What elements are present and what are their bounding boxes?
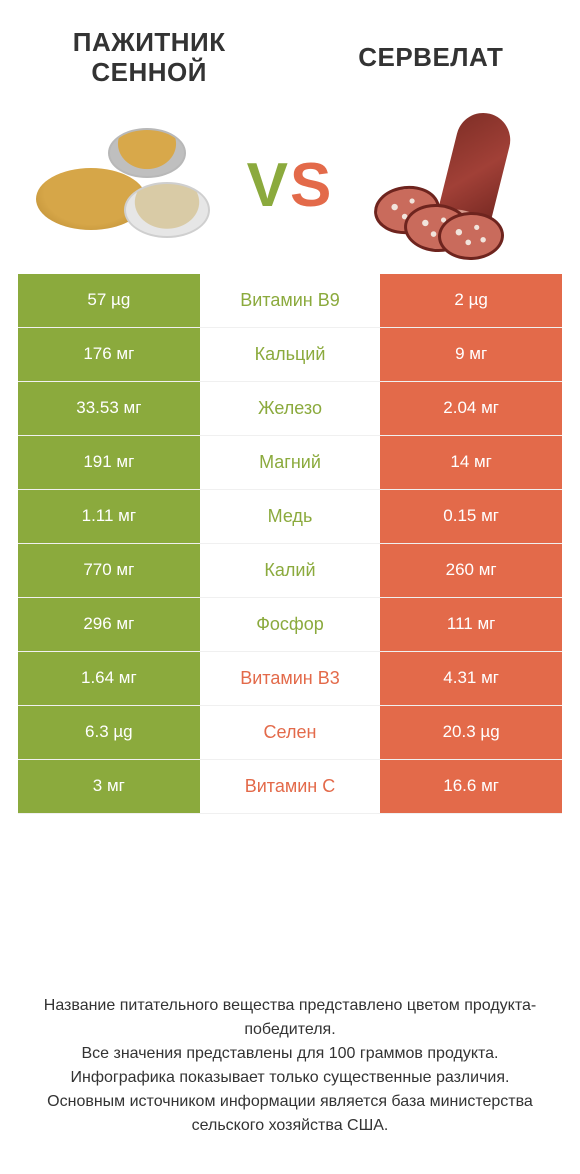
cell-left-value: 770 мг [18, 544, 200, 597]
cell-nutrient-name: Витамин B9 [200, 274, 381, 327]
image-right [364, 116, 554, 256]
cell-left-value: 1.11 мг [18, 490, 200, 543]
cell-right-value: 16.6 мг [380, 760, 562, 813]
cell-left-value: 33.53 мг [18, 382, 200, 435]
table-row: 176 мгКальций9 мг [18, 328, 562, 382]
cell-left-value: 6.3 µg [18, 706, 200, 759]
footer-line: Название питательного вещества представл… [32, 994, 548, 1042]
title-right: СЕРВЕЛАТ [316, 43, 546, 73]
table-row: 33.53 мгЖелезо2.04 мг [18, 382, 562, 436]
table-row: 296 мгФосфор111 мг [18, 598, 562, 652]
cell-right-value: 20.3 µg [380, 706, 562, 759]
image-left [26, 116, 216, 256]
cell-left-value: 3 мг [18, 760, 200, 813]
table-row: 3 мгВитамин C16.6 мг [18, 760, 562, 814]
cell-right-value: 260 мг [380, 544, 562, 597]
vs-label: VS [247, 150, 334, 221]
footer-line: Основным источником информации является … [32, 1090, 548, 1138]
cell-left-value: 57 µg [18, 274, 200, 327]
infographic-container: ПАЖИТНИК СЕННОЙ СЕРВЕЛАТ VS 57 µgВитамин… [0, 0, 580, 1174]
table-row: 1.64 мгВитамин B34.31 мг [18, 652, 562, 706]
table-row: 191 мгМагний14 мг [18, 436, 562, 490]
images-row: VS [18, 106, 562, 274]
nutrient-table: 57 µgВитамин B92 µg176 мгКальций9 мг33.5… [18, 274, 562, 814]
cell-left-value: 191 мг [18, 436, 200, 489]
cell-nutrient-name: Калий [200, 544, 381, 597]
cell-left-value: 176 мг [18, 328, 200, 381]
cell-nutrient-name: Фосфор [200, 598, 381, 651]
table-row: 6.3 µgСелен20.3 µg [18, 706, 562, 760]
fenugreek-icon [36, 126, 206, 246]
cell-nutrient-name: Медь [200, 490, 381, 543]
table-row: 1.11 мгМедь0.15 мг [18, 490, 562, 544]
cell-nutrient-name: Магний [200, 436, 381, 489]
cell-nutrient-name: Витамин B3 [200, 652, 381, 705]
cell-right-value: 2 µg [380, 274, 562, 327]
cell-nutrient-name: Витамин C [200, 760, 381, 813]
cell-left-value: 296 мг [18, 598, 200, 651]
cell-nutrient-name: Железо [200, 382, 381, 435]
footer-line: Инфографика показывает только существенн… [32, 1066, 548, 1090]
title-left: ПАЖИТНИК СЕННОЙ [34, 28, 264, 88]
cell-right-value: 9 мг [380, 328, 562, 381]
cell-right-value: 14 мг [380, 436, 562, 489]
footer-notes: Название питательного вещества представл… [18, 962, 562, 1156]
footer-line: Все значения представлены для 100 граммо… [32, 1042, 548, 1066]
cell-right-value: 4.31 мг [380, 652, 562, 705]
cervelat-icon [374, 116, 544, 256]
vs-s: S [290, 150, 333, 221]
cell-nutrient-name: Кальций [200, 328, 381, 381]
cell-right-value: 111 мг [380, 598, 562, 651]
cell-left-value: 1.64 мг [18, 652, 200, 705]
cell-right-value: 0.15 мг [380, 490, 562, 543]
table-row: 770 мгКалий260 мг [18, 544, 562, 598]
cell-right-value: 2.04 мг [380, 382, 562, 435]
table-row: 57 µgВитамин B92 µg [18, 274, 562, 328]
cell-nutrient-name: Селен [200, 706, 381, 759]
titles-row: ПАЖИТНИК СЕННОЙ СЕРВЕЛАТ [18, 28, 562, 106]
vs-v: V [247, 150, 290, 221]
